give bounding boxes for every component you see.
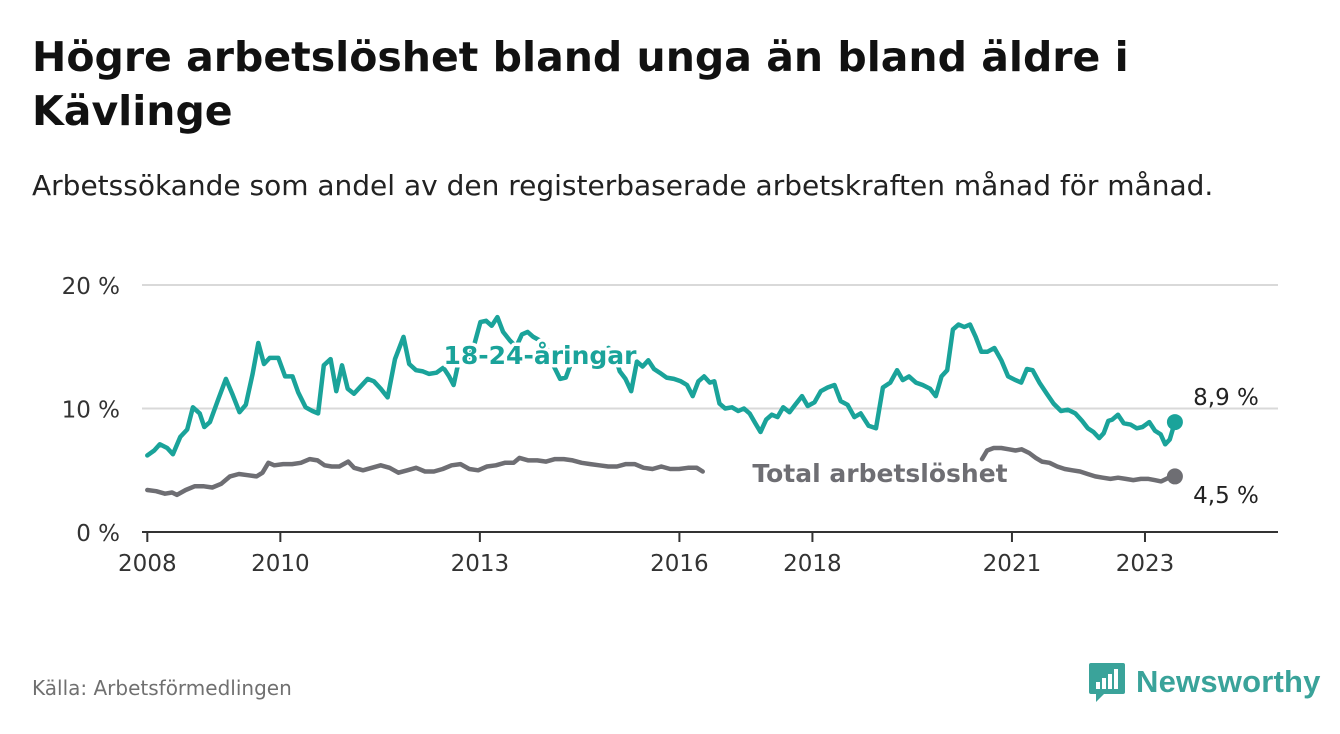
youth-line bbox=[145, 314, 1178, 458]
series-youth bbox=[145, 314, 1183, 458]
chart-title: Högre arbetslöshet bland unga än bland ä… bbox=[32, 33, 1129, 135]
series-total bbox=[145, 445, 1183, 498]
total-series-label: Total arbetslöshet bbox=[752, 459, 1007, 488]
x-tick-label: 2013 bbox=[451, 551, 510, 577]
total-line bbox=[145, 455, 705, 498]
brand-name: Newsworthy bbox=[1136, 664, 1321, 699]
x-tick-label: 2008 bbox=[118, 551, 177, 577]
x-tick-label: 2018 bbox=[783, 551, 842, 577]
youth-end-point bbox=[1166, 414, 1183, 431]
y-tick-label: 20 % bbox=[62, 274, 120, 300]
youth-series-label: 18-24-åringar bbox=[444, 341, 638, 370]
x-tick-label: 2016 bbox=[650, 551, 709, 577]
x-axis-ticks: 2008 2010 2013 2016 2018 2021 2023 bbox=[118, 532, 1174, 577]
brand-logo[interactable]: Newsworthy bbox=[1088, 660, 1321, 704]
total-end-point bbox=[1166, 468, 1183, 485]
youth-series-label-halo: 18-24-åringar bbox=[444, 341, 638, 370]
x-tick-label: 2023 bbox=[1116, 551, 1175, 577]
total-line bbox=[979, 445, 1178, 484]
chart-subtitle: Arbetssökande som andel av den registerb… bbox=[32, 169, 1214, 202]
y-axis-tick-labels: 0 % 10 % 20 % bbox=[62, 274, 120, 547]
source-note: Källa: Arbetsförmedlingen bbox=[32, 676, 292, 700]
y-tick-label: 0 % bbox=[76, 521, 120, 547]
grid-lines bbox=[142, 284, 1278, 410]
newsworthy-logo-icon bbox=[1089, 663, 1125, 702]
x-tick-label: 2010 bbox=[251, 551, 310, 577]
total-end-label: 4,5 % bbox=[1193, 483, 1259, 509]
x-tick-label: 2021 bbox=[983, 551, 1042, 577]
total-series-label-halo: Total arbetslöshet bbox=[752, 459, 1007, 488]
y-tick-label: 10 % bbox=[62, 398, 120, 424]
youth-end-label: 8,9 % bbox=[1193, 385, 1259, 411]
